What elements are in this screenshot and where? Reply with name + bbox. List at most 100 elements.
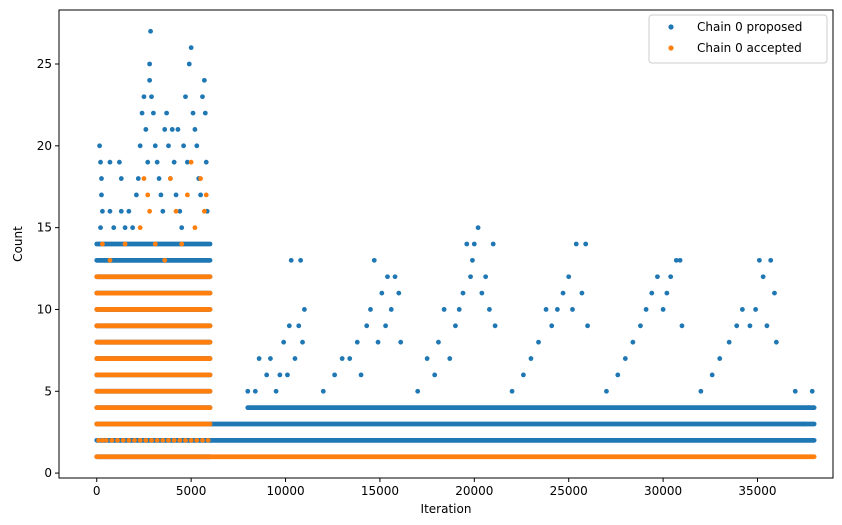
data-point (137, 143, 143, 149)
data-point (188, 45, 194, 51)
data-point (483, 274, 489, 280)
legend: Chain 0 proposed Chain 0 accepted (648, 14, 828, 64)
data-point (792, 388, 798, 394)
data-point (585, 323, 590, 329)
data-point (201, 208, 207, 214)
data-point (756, 257, 762, 263)
data-point (134, 192, 139, 198)
legend-label-accepted: Chain 0 accepted (697, 41, 802, 55)
data-point (354, 339, 360, 345)
data-point (147, 208, 153, 214)
data-point (487, 307, 492, 312)
data-point (120, 437, 126, 443)
data-point (800, 421, 806, 427)
data-point (456, 307, 462, 312)
data-point (156, 176, 162, 181)
x-axis-label: Iteration (421, 502, 472, 516)
data-point (198, 176, 203, 181)
data-point (147, 77, 153, 83)
data-point (143, 437, 149, 443)
data-point (154, 159, 160, 165)
data-point (137, 437, 143, 443)
data-point (468, 274, 473, 280)
data-point (734, 323, 740, 329)
y-tick-label: 0 (44, 466, 52, 480)
data-point (147, 61, 153, 67)
data-point (764, 323, 770, 329)
y-tick-label: 15 (37, 221, 52, 235)
data-point (281, 339, 287, 345)
data-point (99, 192, 104, 198)
data-point (141, 176, 147, 181)
data-point (302, 307, 307, 312)
data-point (201, 77, 207, 83)
data-point (171, 159, 177, 165)
data-point (772, 290, 777, 296)
data-point (773, 339, 779, 345)
data-point (164, 110, 170, 116)
data-point (273, 388, 279, 394)
data-point (166, 143, 171, 149)
data-point (579, 290, 585, 296)
x-tick-label: 10000 (266, 484, 304, 498)
data-point (109, 437, 115, 443)
series-accepted (94, 159, 817, 460)
data-point (806, 405, 811, 411)
data-point (179, 241, 185, 247)
data-point (186, 61, 192, 67)
data-point (198, 192, 203, 198)
data-point (470, 257, 475, 263)
data-point (194, 437, 200, 443)
x-tick-label: 25000 (550, 484, 588, 498)
plot-frame (58, 9, 834, 479)
data-point (126, 437, 132, 443)
data-point (528, 356, 534, 361)
data-point (149, 94, 154, 100)
data-point (660, 307, 666, 312)
data-point (492, 323, 498, 329)
data-point (149, 437, 154, 443)
data-point (143, 127, 149, 132)
data-point (638, 323, 643, 329)
data-point (630, 339, 636, 345)
data-point (296, 323, 302, 329)
data-point (175, 127, 181, 132)
data-point (122, 225, 128, 231)
data-point (148, 28, 153, 34)
y-axis-label: Count (11, 226, 25, 262)
data-point (115, 437, 120, 443)
data-point (285, 372, 290, 378)
data-point (475, 225, 481, 231)
data-point (436, 339, 441, 345)
data-point (173, 208, 179, 214)
data-point (739, 307, 745, 312)
data-point (385, 274, 390, 280)
x-tick-label: 0 (93, 484, 101, 498)
data-point (107, 159, 113, 165)
data-point (521, 372, 526, 378)
data-point (543, 307, 549, 312)
data-point (194, 143, 200, 149)
data-point (141, 94, 147, 100)
data-point (583, 241, 589, 247)
data-point (292, 356, 298, 361)
data-point (145, 192, 151, 198)
data-point (252, 388, 258, 394)
data-point (339, 356, 345, 361)
data-point (753, 307, 758, 312)
x-tick-label: 30000 (644, 484, 682, 498)
data-point (398, 339, 404, 345)
data-point (100, 241, 105, 247)
data-point (203, 192, 209, 198)
data-point (160, 437, 166, 443)
plot-area (58, 9, 834, 479)
data-point (371, 257, 377, 263)
data-point (100, 437, 105, 443)
x-axis: 0 5000 10000 15000 20000 25000 30000 35000 (93, 478, 777, 498)
data-point (388, 307, 394, 312)
data-point (447, 356, 453, 361)
data-point (479, 290, 485, 296)
data-point (320, 388, 326, 394)
data-point (245, 388, 251, 394)
